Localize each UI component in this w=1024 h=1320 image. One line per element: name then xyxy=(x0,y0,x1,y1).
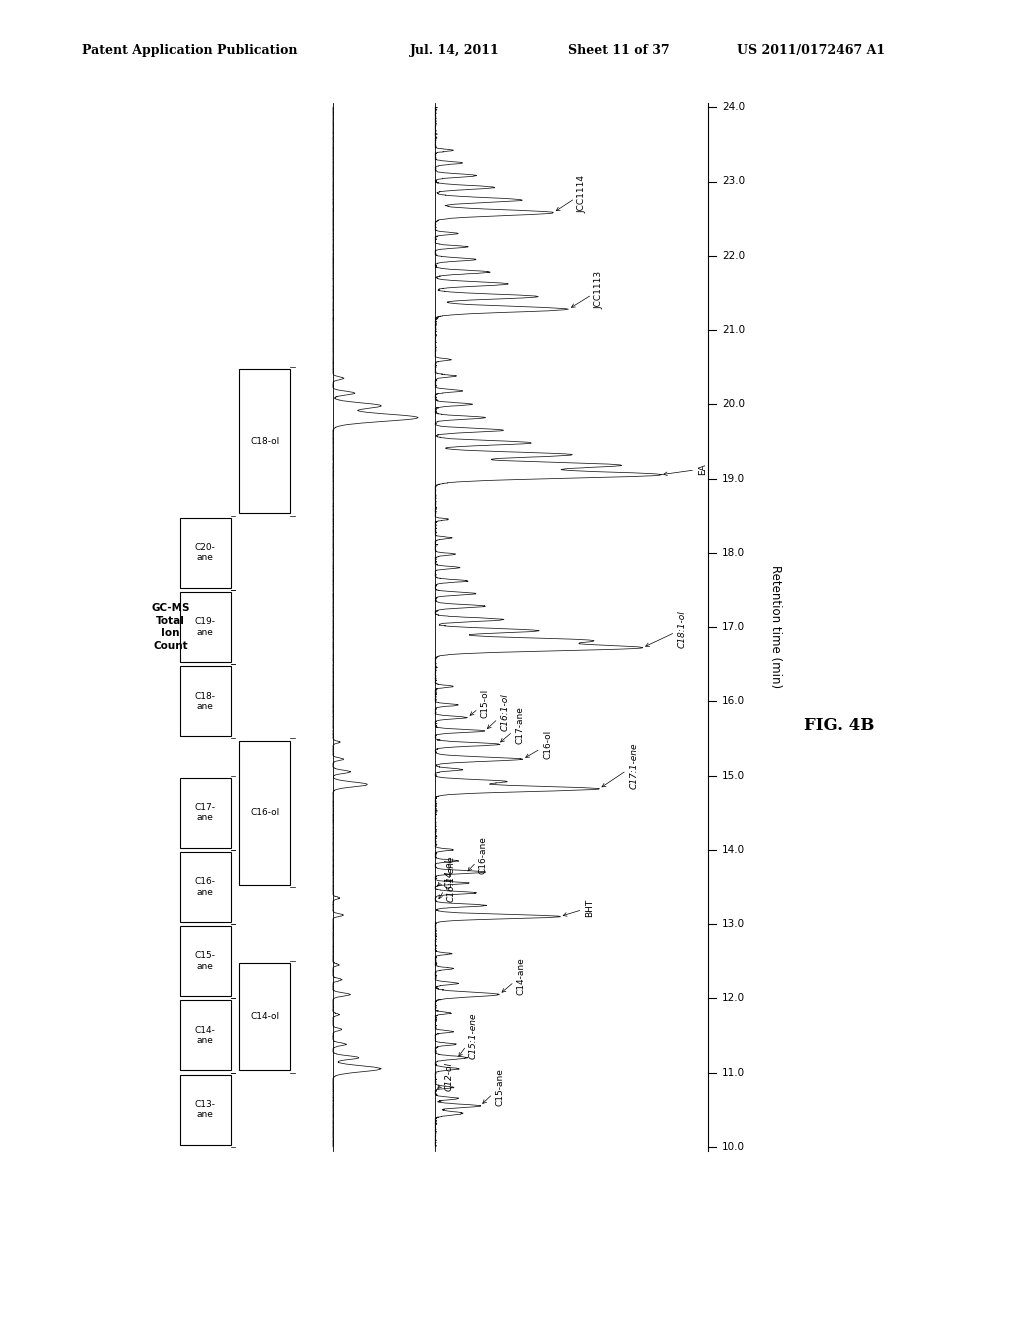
Text: 21.0: 21.0 xyxy=(722,325,745,335)
Text: C14-
ane: C14- ane xyxy=(195,1026,216,1045)
Text: C20-
ane: C20- ane xyxy=(195,543,216,562)
Text: JCC1113: JCC1113 xyxy=(571,271,604,309)
Text: 18.0: 18.0 xyxy=(722,548,745,558)
Text: 17.0: 17.0 xyxy=(722,622,745,632)
Text: C17:1-ene: C17:1-ene xyxy=(602,742,638,789)
Text: C15-ane: C15-ane xyxy=(482,1068,505,1106)
Text: C16-ol: C16-ol xyxy=(525,730,552,759)
Bar xyxy=(240,964,291,1071)
Text: C15-
ane: C15- ane xyxy=(195,952,216,970)
Bar xyxy=(179,517,230,587)
Text: C16:1-ene: C16:1-ene xyxy=(439,855,456,902)
Text: 16.0: 16.0 xyxy=(722,696,745,706)
Text: 11.0: 11.0 xyxy=(722,1068,745,1077)
Text: BHT: BHT xyxy=(563,899,594,916)
Bar xyxy=(179,667,230,737)
Text: 14.0: 14.0 xyxy=(722,845,745,855)
Text: C15:1-ene: C15:1-ene xyxy=(459,1012,478,1059)
Bar xyxy=(179,1001,230,1071)
Text: EA: EA xyxy=(664,463,707,475)
Bar xyxy=(179,1074,230,1144)
Text: C16-
ane: C16- ane xyxy=(195,878,216,896)
Text: C13-
ane: C13- ane xyxy=(195,1100,216,1119)
Text: 12.0: 12.0 xyxy=(722,993,745,1003)
Text: Sheet 11 of 37: Sheet 11 of 37 xyxy=(568,44,670,57)
Text: JCC1114: JCC1114 xyxy=(556,174,587,213)
Text: Jul. 14, 2011: Jul. 14, 2011 xyxy=(410,44,500,57)
Text: 10.0: 10.0 xyxy=(722,1142,745,1152)
Text: C14-ane: C14-ane xyxy=(502,957,526,994)
Text: 20.0: 20.0 xyxy=(722,399,745,409)
Text: C18-
ane: C18- ane xyxy=(195,692,216,711)
Text: 22.0: 22.0 xyxy=(722,251,745,261)
Bar xyxy=(179,851,230,921)
Text: C18:1-ol: C18:1-ol xyxy=(645,610,687,648)
Text: 24.0: 24.0 xyxy=(722,102,745,112)
Text: 15.0: 15.0 xyxy=(722,771,745,780)
Text: GC-MS
Total
Ion
Count: GC-MS Total Ion Count xyxy=(152,603,189,651)
Bar xyxy=(179,927,230,997)
Text: FIG. 4B: FIG. 4B xyxy=(805,718,874,734)
Text: C19-
ane: C19- ane xyxy=(195,618,216,636)
Text: 19.0: 19.0 xyxy=(722,474,745,483)
Text: C12-ol: C12-ol xyxy=(437,1063,454,1092)
Bar xyxy=(240,741,291,884)
Text: C14-ol: C14-ol xyxy=(250,1012,280,1022)
Text: C15-ol: C15-ol xyxy=(470,688,489,718)
Text: Retention time (min): Retention time (min) xyxy=(769,565,782,689)
Text: Patent Application Publication: Patent Application Publication xyxy=(82,44,297,57)
Text: 23.0: 23.0 xyxy=(722,177,745,186)
Text: C16-ane: C16-ane xyxy=(468,836,488,874)
Text: US 2011/0172467 A1: US 2011/0172467 A1 xyxy=(737,44,886,57)
Text: C17-ane: C17-ane xyxy=(501,706,524,744)
Text: C16-ol: C16-ol xyxy=(250,808,280,817)
Text: C14-ol: C14-ol xyxy=(437,859,454,888)
Bar xyxy=(179,593,230,661)
Text: C17-
ane: C17- ane xyxy=(195,803,216,822)
Text: 13.0: 13.0 xyxy=(722,919,745,929)
Text: C18-ol: C18-ol xyxy=(250,437,280,446)
Text: C16:1-ol: C16:1-ol xyxy=(487,693,510,731)
Bar xyxy=(240,370,291,513)
Bar xyxy=(179,777,230,847)
